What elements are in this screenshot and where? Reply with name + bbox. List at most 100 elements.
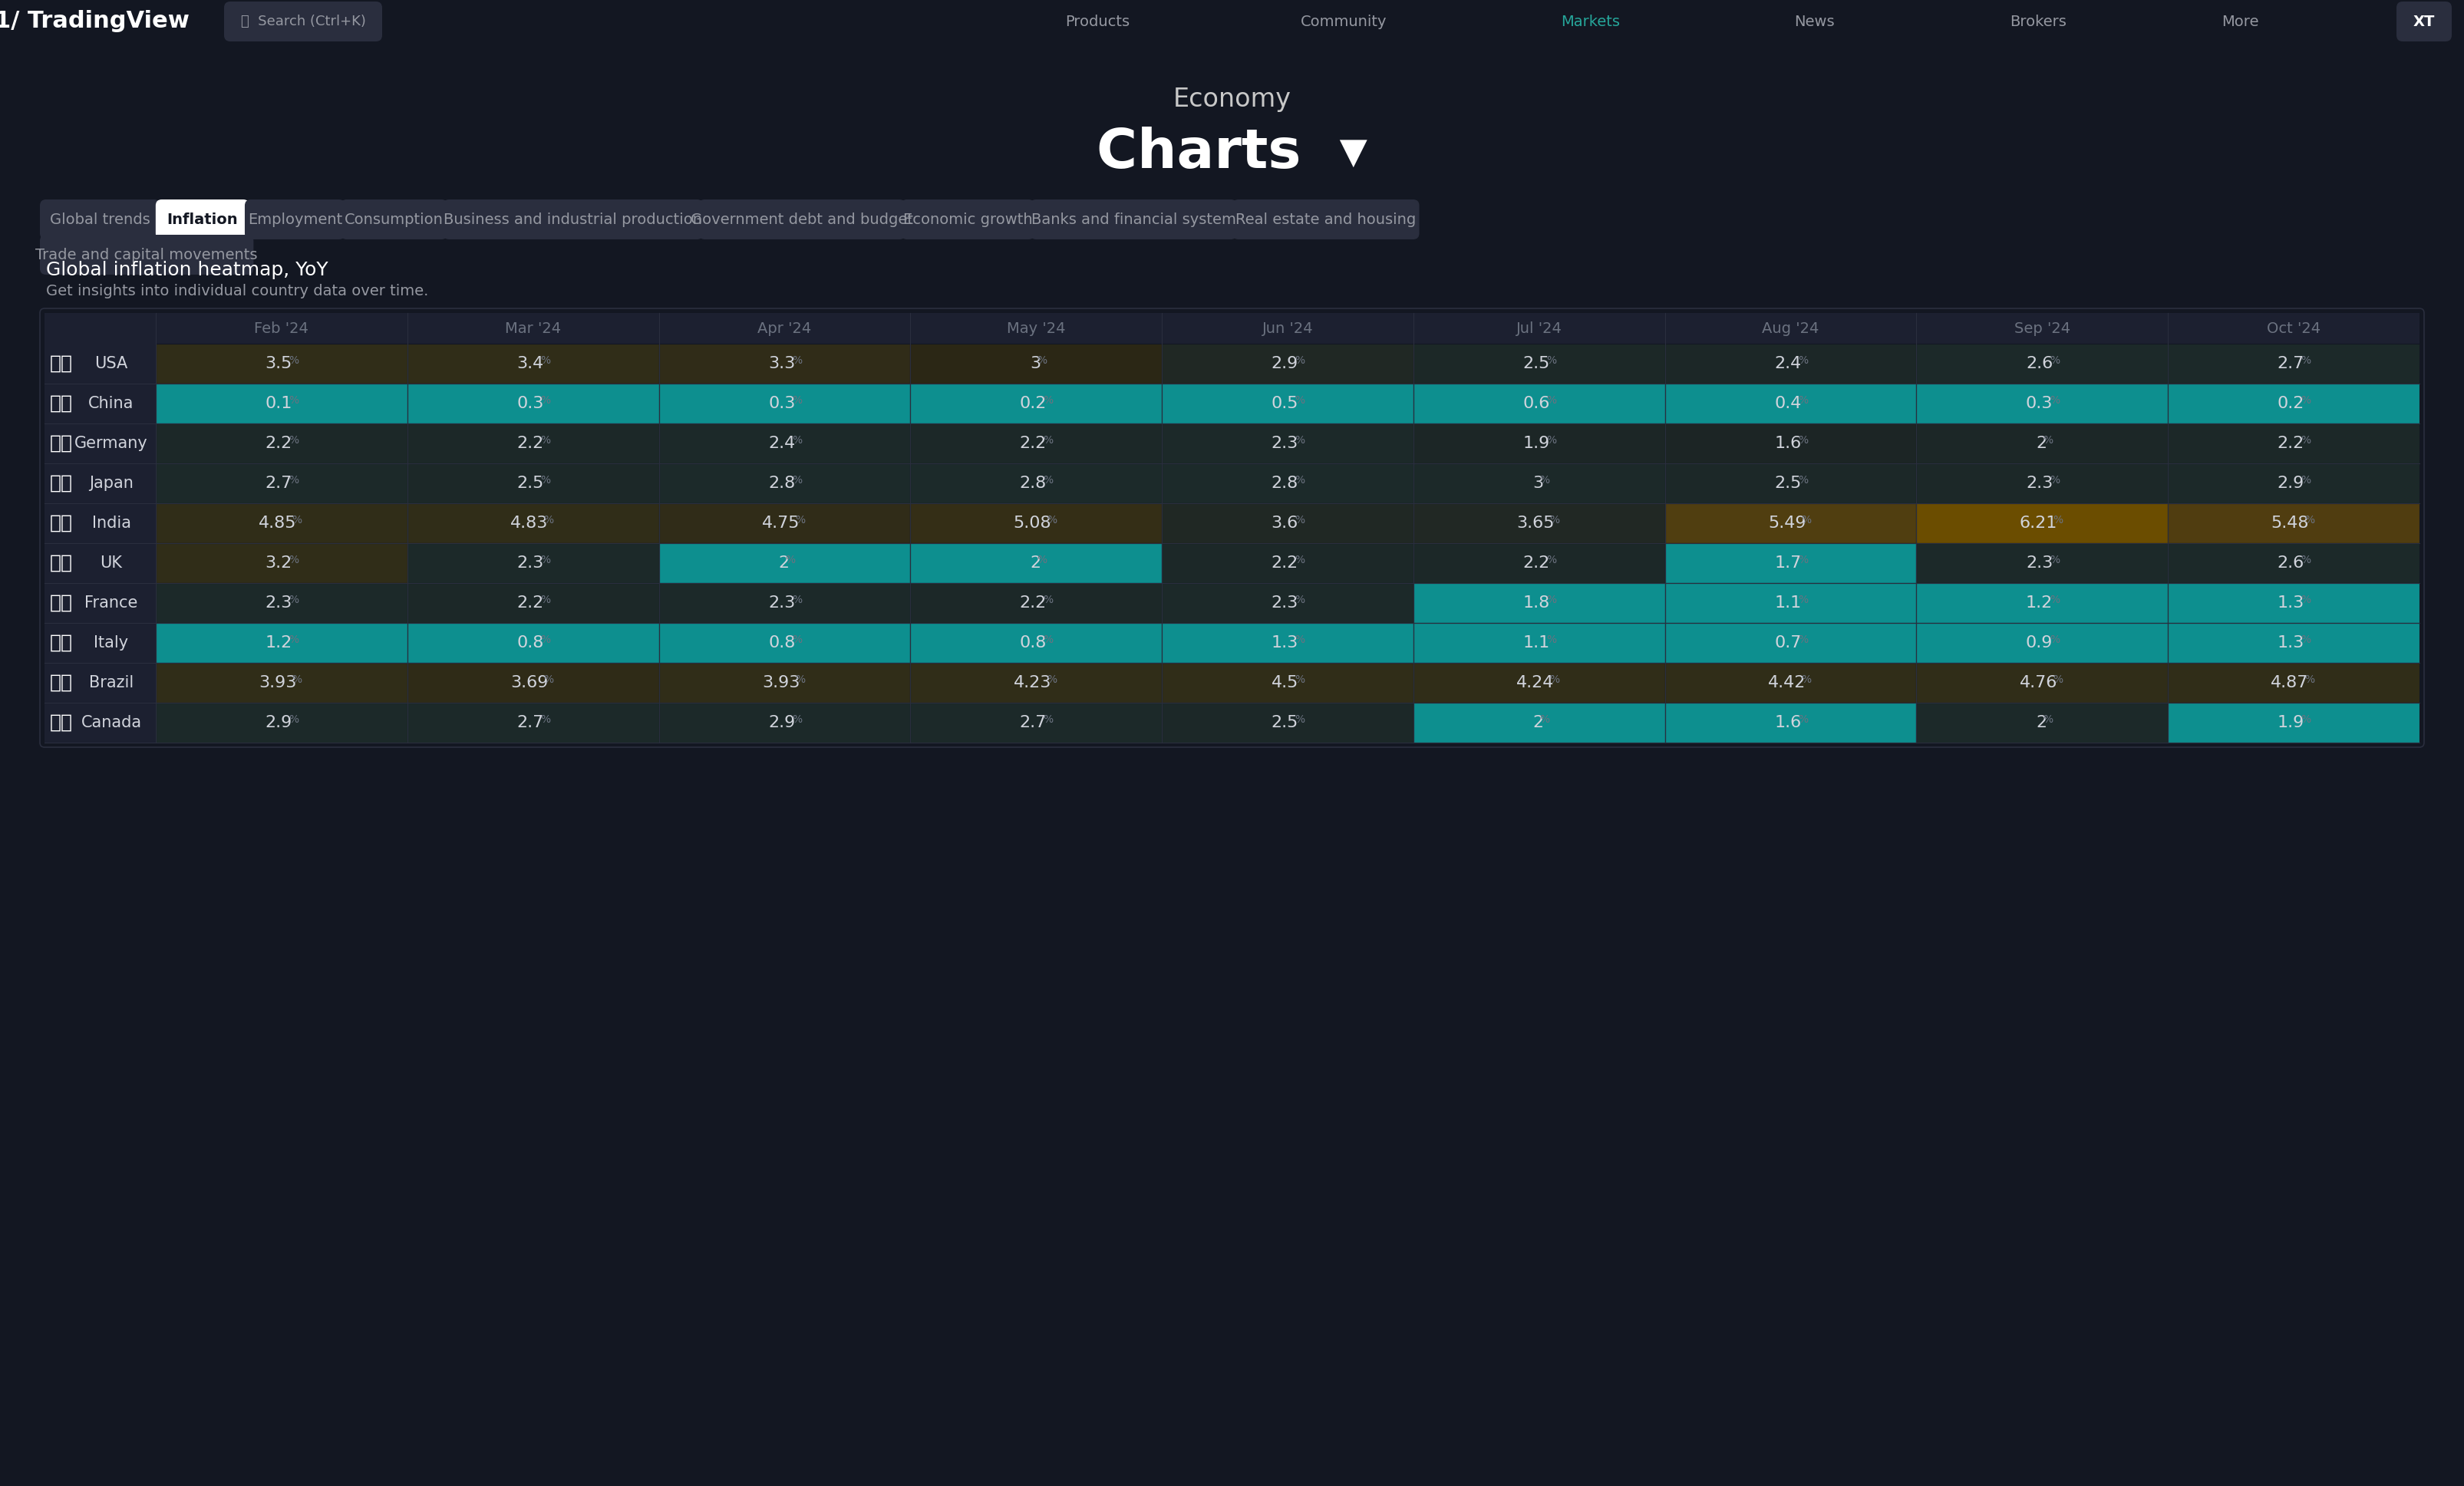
Bar (658, 583, 909, 623)
Text: 1.9: 1.9 (1523, 435, 1550, 452)
Text: %: % (2050, 476, 2060, 486)
Text: 4.42: 4.42 (1767, 675, 1806, 691)
Bar (155, 703, 407, 743)
Bar (909, 623, 1163, 663)
Bar (1414, 544, 1666, 583)
Text: Mar '24: Mar '24 (505, 321, 562, 336)
Text: 1.1: 1.1 (1774, 596, 1801, 611)
Bar (1917, 703, 2168, 743)
Text: Germany: Germany (74, 435, 148, 452)
Text: %: % (540, 355, 549, 366)
FancyBboxPatch shape (1030, 199, 1237, 239)
FancyBboxPatch shape (1232, 199, 1419, 239)
Text: 3.2: 3.2 (266, 556, 293, 571)
Text: 2.3: 2.3 (517, 556, 545, 571)
Text: %: % (1296, 594, 1306, 605)
Text: Markets: Markets (1560, 15, 1619, 28)
Bar (1666, 583, 1917, 623)
Text: %: % (1042, 435, 1055, 446)
Text: %: % (791, 635, 801, 645)
Bar (1666, 703, 1917, 743)
Text: 1.6: 1.6 (1774, 715, 1801, 730)
Text: 4.83: 4.83 (510, 516, 547, 531)
Text: %: % (1799, 435, 1809, 446)
Text: Products: Products (1064, 15, 1131, 28)
Bar (909, 663, 1163, 703)
Text: 2.3: 2.3 (2025, 556, 2053, 571)
Text: Charts  ▾: Charts ▾ (1096, 126, 1368, 180)
Bar (909, 544, 1163, 583)
Text: 2.4: 2.4 (769, 435, 796, 452)
Text: %: % (545, 514, 554, 526)
Text: 2: 2 (779, 556, 788, 571)
Text: 2.2: 2.2 (266, 435, 293, 452)
Bar (658, 343, 909, 383)
Text: %: % (1799, 594, 1809, 605)
Text: 5.48: 5.48 (2272, 516, 2309, 531)
Text: %: % (791, 435, 801, 446)
Bar (2168, 544, 2420, 583)
Text: 4.85: 4.85 (259, 516, 296, 531)
Text: 4.75: 4.75 (761, 516, 801, 531)
Text: %: % (1296, 395, 1306, 406)
Bar (0, 0, 2464, 43)
Bar (407, 663, 658, 703)
Text: %: % (791, 715, 801, 725)
Bar (155, 663, 407, 703)
Text: Japan: Japan (89, 476, 133, 490)
Text: 3.4: 3.4 (517, 357, 545, 372)
Text: Community: Community (1301, 15, 1387, 28)
Bar (407, 583, 658, 623)
Text: %: % (2043, 715, 2053, 725)
Text: 2.8: 2.8 (1271, 476, 1299, 490)
Text: %: % (1550, 514, 1560, 526)
Text: 2.5: 2.5 (517, 476, 545, 490)
Bar (1414, 343, 1666, 383)
FancyBboxPatch shape (244, 199, 345, 239)
Text: 2.2: 2.2 (1020, 596, 1047, 611)
Text: %: % (540, 554, 549, 565)
Text: %: % (791, 355, 801, 366)
Text: Aug '24: Aug '24 (1762, 321, 1818, 336)
Text: %: % (1547, 435, 1557, 446)
Text: XT: XT (2412, 15, 2434, 28)
Text: 1.2: 1.2 (2025, 596, 2053, 611)
Text: %: % (1799, 395, 1809, 406)
Text: %: % (2301, 715, 2311, 725)
Bar (407, 703, 658, 743)
Text: 0.2: 0.2 (2277, 395, 2304, 412)
Text: %: % (2050, 635, 2060, 645)
Text: 2.5: 2.5 (1523, 357, 1550, 372)
Text: Canada: Canada (81, 715, 140, 730)
Text: %: % (1296, 435, 1306, 446)
Bar (658, 703, 909, 743)
Text: %: % (1540, 476, 1550, 486)
Text: %: % (2304, 514, 2314, 526)
Bar (1414, 703, 1666, 743)
Bar (1414, 663, 1666, 703)
Text: %: % (2050, 594, 2060, 605)
Bar (909, 583, 1163, 623)
Bar (44, 343, 155, 383)
Bar (155, 504, 407, 544)
Text: Trade and capital movements: Trade and capital movements (34, 247, 259, 262)
Text: 0.7: 0.7 (1774, 635, 1801, 651)
Text: Economic growth: Economic growth (902, 212, 1032, 227)
FancyBboxPatch shape (902, 199, 1035, 239)
Text: %: % (2050, 554, 2060, 565)
Text: Inflation: Inflation (168, 212, 239, 227)
Text: Brokers: Brokers (2011, 15, 2067, 28)
Text: 3.93: 3.93 (761, 675, 801, 691)
Text: 3.6: 3.6 (1271, 516, 1299, 531)
Bar (1666, 623, 1917, 663)
Text: %: % (1547, 594, 1557, 605)
Text: %: % (2301, 476, 2311, 486)
Bar (155, 424, 407, 464)
Text: %: % (1047, 514, 1057, 526)
Bar (155, 343, 407, 383)
Text: %: % (1799, 476, 1809, 486)
Bar (155, 544, 407, 583)
Bar (1917, 623, 2168, 663)
Text: 🇫🇷: 🇫🇷 (49, 594, 74, 612)
Bar (909, 464, 1163, 504)
